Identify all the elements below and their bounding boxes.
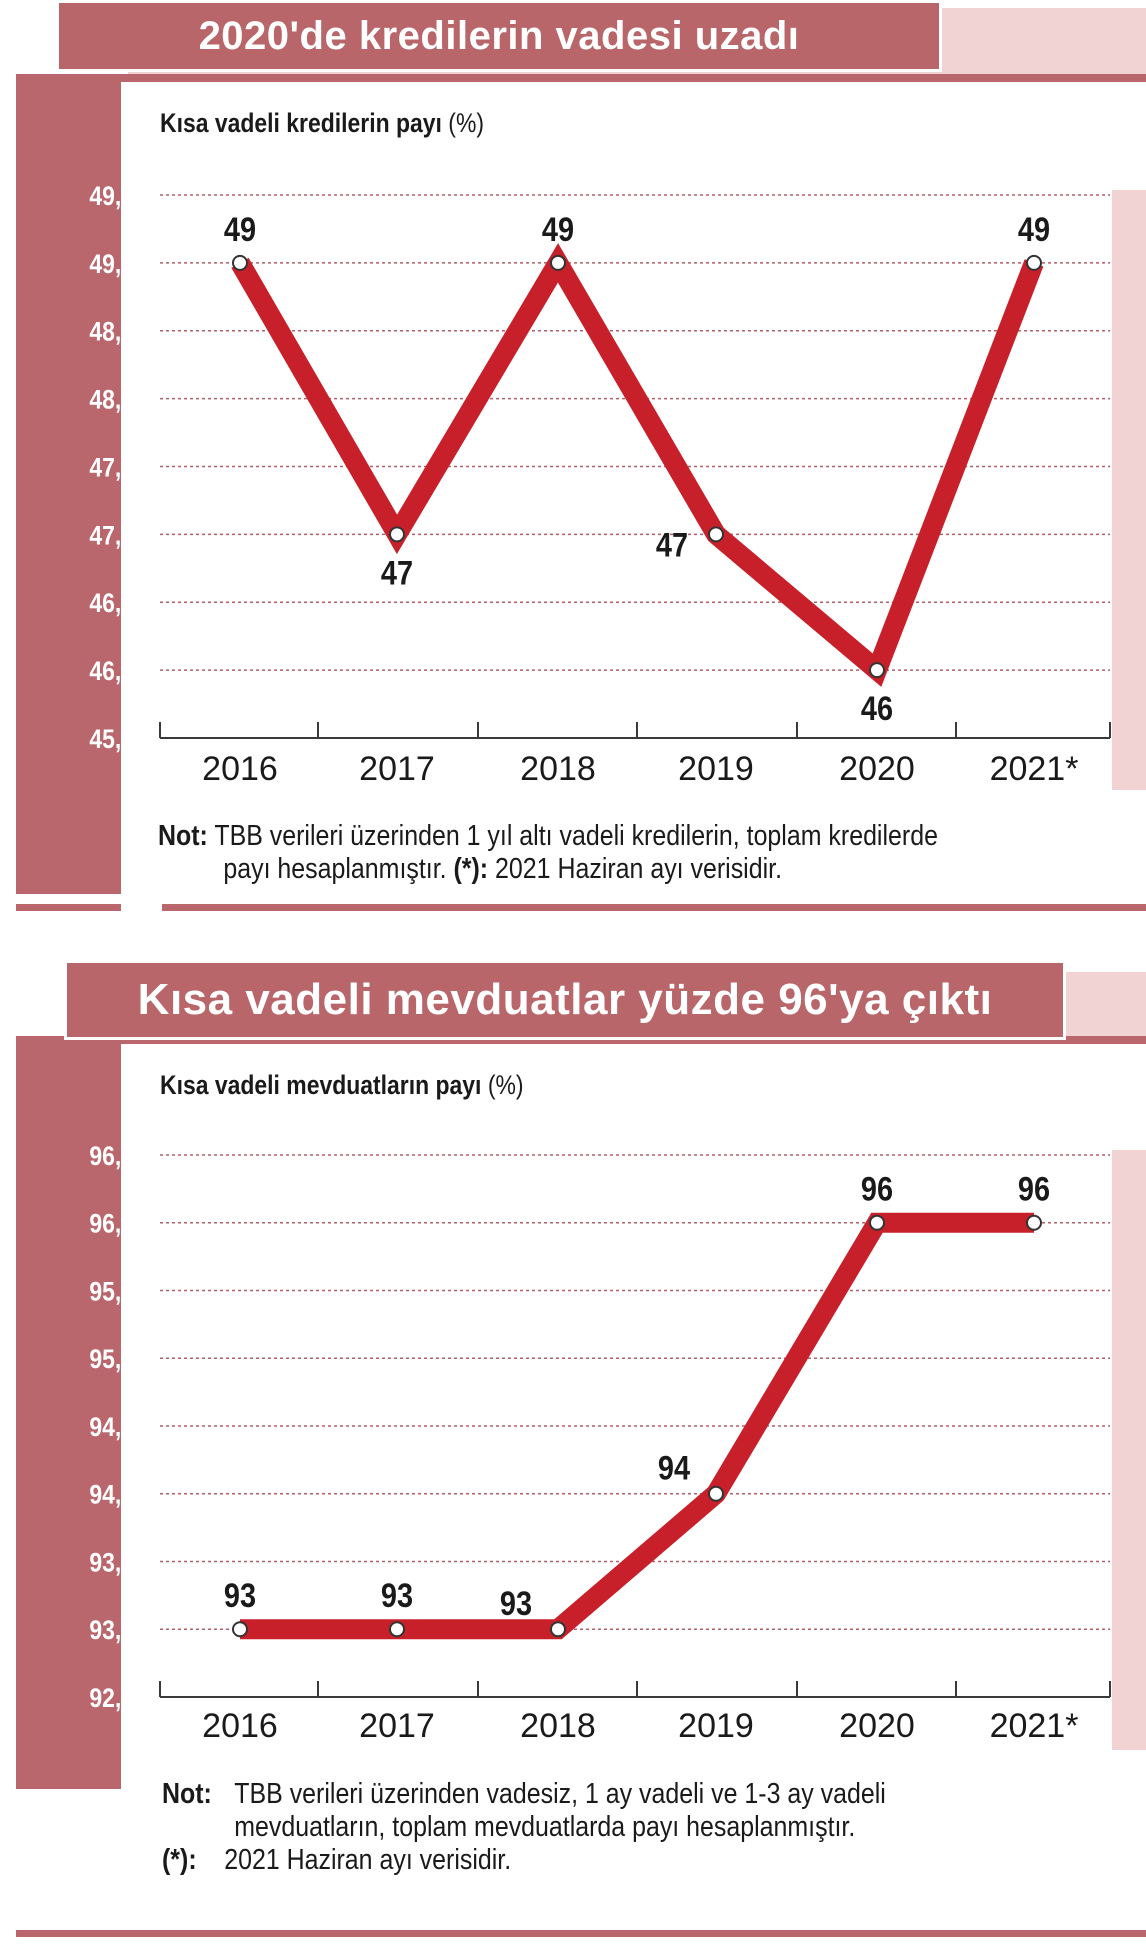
chart2-data-point — [869, 1214, 885, 1231]
chart2-category-label: 2020 — [839, 1707, 915, 1745]
chart1-data-point — [869, 662, 885, 679]
chart1-category-label: 2021* — [990, 750, 1079, 788]
chart2-value-label: 94 — [658, 1449, 691, 1488]
chart2-ytick-label: 96,0 — [89, 1209, 134, 1239]
chart1-value-label: 49 — [1018, 210, 1050, 249]
chart2-ytick-label: 95,0 — [89, 1345, 134, 1375]
chart1-ytick-label: 46,5 — [89, 589, 134, 619]
chart1-ytick-label: 48,5 — [89, 317, 134, 347]
chart1-note-line2a: payı hesaplanmıştır. — [223, 853, 447, 885]
chart1-series-line — [231, 243, 1044, 687]
chart2-data-point — [708, 1485, 724, 1502]
chart1-top-rule — [16, 74, 1146, 82]
chart1-value-label: 46 — [861, 689, 893, 728]
chart2-note-line3: 2021 Haziran ayı verisidir. — [224, 1844, 512, 1876]
chart2-category-label: 2018 — [520, 1707, 596, 1745]
chart1-ytick-label: 49,5 — [89, 181, 134, 211]
chart1-data-point — [232, 254, 248, 271]
chart2-side-panel — [16, 1044, 121, 1789]
chart2-subtitle: Kısa vadeli mevduatların payı (%) — [160, 1070, 524, 1101]
chart2-value-label: 93 — [500, 1584, 532, 1623]
chart2-ytick-label: 93,5 — [89, 1548, 134, 1578]
chart2-note-line1: TBB verileri üzerinden vadesiz, 1 ay vad… — [234, 1778, 886, 1810]
chart2-series-line — [240, 1212, 1034, 1640]
chart2-note-label: Not: — [162, 1778, 212, 1810]
chart2-data-point — [232, 1621, 248, 1638]
chart1-note-line1: TBB verileri üzerinden 1 yıl altı vadeli… — [214, 820, 938, 852]
chart1-note-label: Not: — [158, 820, 208, 852]
chart2-subtitle-bold: Kısa vadeli mevduatların payı — [160, 1070, 482, 1100]
chart2-value-label: 93 — [381, 1576, 413, 1615]
chart2-right-band — [1112, 1150, 1146, 1750]
chart2-note: Not: TBB verileri üzerinden vadesiz, 1 a… — [162, 1778, 886, 1877]
chart1-category-label: 2020 — [839, 750, 915, 788]
chart2-ytick-label: 94,5 — [89, 1412, 134, 1442]
chart2-data-point — [389, 1621, 405, 1638]
chart1-ytick-label: 46,0 — [89, 656, 134, 686]
chart1-subtitle-bold: Kısa vadeli kredilerin payı — [160, 108, 442, 138]
chart1-data-point — [389, 526, 405, 543]
chart2-value-label: 93 — [224, 1576, 256, 1615]
chart1-bottom-rule-left — [16, 904, 121, 911]
chart1-category-label: 2019 — [678, 750, 754, 788]
chart2-title: Kısa vadeli mevduatlar yüzde 96'ya çıktı — [64, 960, 1066, 1040]
chart1-value-label: 49 — [542, 210, 574, 249]
chart1-ytick-label: 45,5 — [89, 724, 134, 754]
chart1-note-star-label: (*): — [453, 853, 489, 885]
chart1-category-label: 2018 — [520, 750, 596, 788]
chart2-data-point — [550, 1621, 566, 1638]
chart1-data-point — [708, 526, 724, 543]
chart2-ytick-label: 95,5 — [89, 1277, 134, 1307]
chart1-side-panel — [16, 82, 121, 894]
chart1-data-point — [550, 254, 566, 271]
chart1-title: 2020'de kredilerin vadesi uzadı — [56, 0, 942, 72]
chart1-value-label: 49 — [224, 210, 256, 249]
chart2-category-label: 2017 — [359, 1707, 435, 1745]
chart2-value-label: 96 — [861, 1170, 893, 1209]
chart1-ytick-label: 48,0 — [89, 385, 134, 415]
chart1-category-label: 2017 — [359, 750, 435, 788]
chart1-ytick-label: 47,5 — [89, 453, 134, 483]
chart1-data-point — [1026, 254, 1042, 271]
chart2-ytick-label: 92,5 — [89, 1683, 134, 1713]
chart2-ytick-label: 96,5 — [89, 1141, 134, 1171]
chart2-bottom-rule — [16, 1930, 1146, 1937]
chart2-category-label: 2019 — [678, 1707, 754, 1745]
chart1-bottom-rule — [162, 904, 1146, 911]
chart1-svg: 49,5 49,0 48,5 48,0 47,5 47,0 46,5 46,0 45,5 2016… — [89, 181, 1111, 788]
chart2-data-point — [1026, 1214, 1042, 1231]
chart1-ytick-label: 47,0 — [89, 521, 134, 551]
chart2-top-rule — [16, 1036, 1146, 1044]
chart2-category-label: 2016 — [202, 1707, 278, 1745]
chart1-value-label: 47 — [381, 553, 413, 592]
chart2-note-line2: mevduatların, toplam mevduatlarda payı h… — [234, 1811, 856, 1843]
chart2-category-label: 2021* — [990, 1707, 1079, 1745]
chart1-value-label: 47 — [656, 525, 688, 564]
chart1-subtitle-unit: (%) — [448, 108, 485, 138]
chart1-ytick-label: 49,0 — [89, 249, 134, 279]
chart2-ytick-label: 93,0 — [89, 1616, 134, 1646]
chart2-value-label: 96 — [1018, 1170, 1050, 1209]
chart2-note-label2: (*): — [162, 1844, 197, 1876]
chart2-ytick-label: 94,0 — [89, 1480, 134, 1510]
chart1-right-band — [1112, 190, 1146, 790]
chart1-subtitle: Kısa vadeli kredilerin payı (%) — [160, 108, 484, 139]
chart1-note: Not: TBB verileri üzerinden 1 yıl altı v… — [158, 820, 938, 886]
chart2-svg: 96,5 96,0 95,5 95,0 94,5 94,0 93,5 93,0 92,5 2016… — [89, 1141, 1111, 1745]
chart1-category-label: 2016 — [202, 750, 278, 788]
chart2-subtitle-unit: (%) — [487, 1070, 524, 1100]
chart1-note-line2c: 2021 Haziran ayı verisidir. — [495, 853, 782, 885]
